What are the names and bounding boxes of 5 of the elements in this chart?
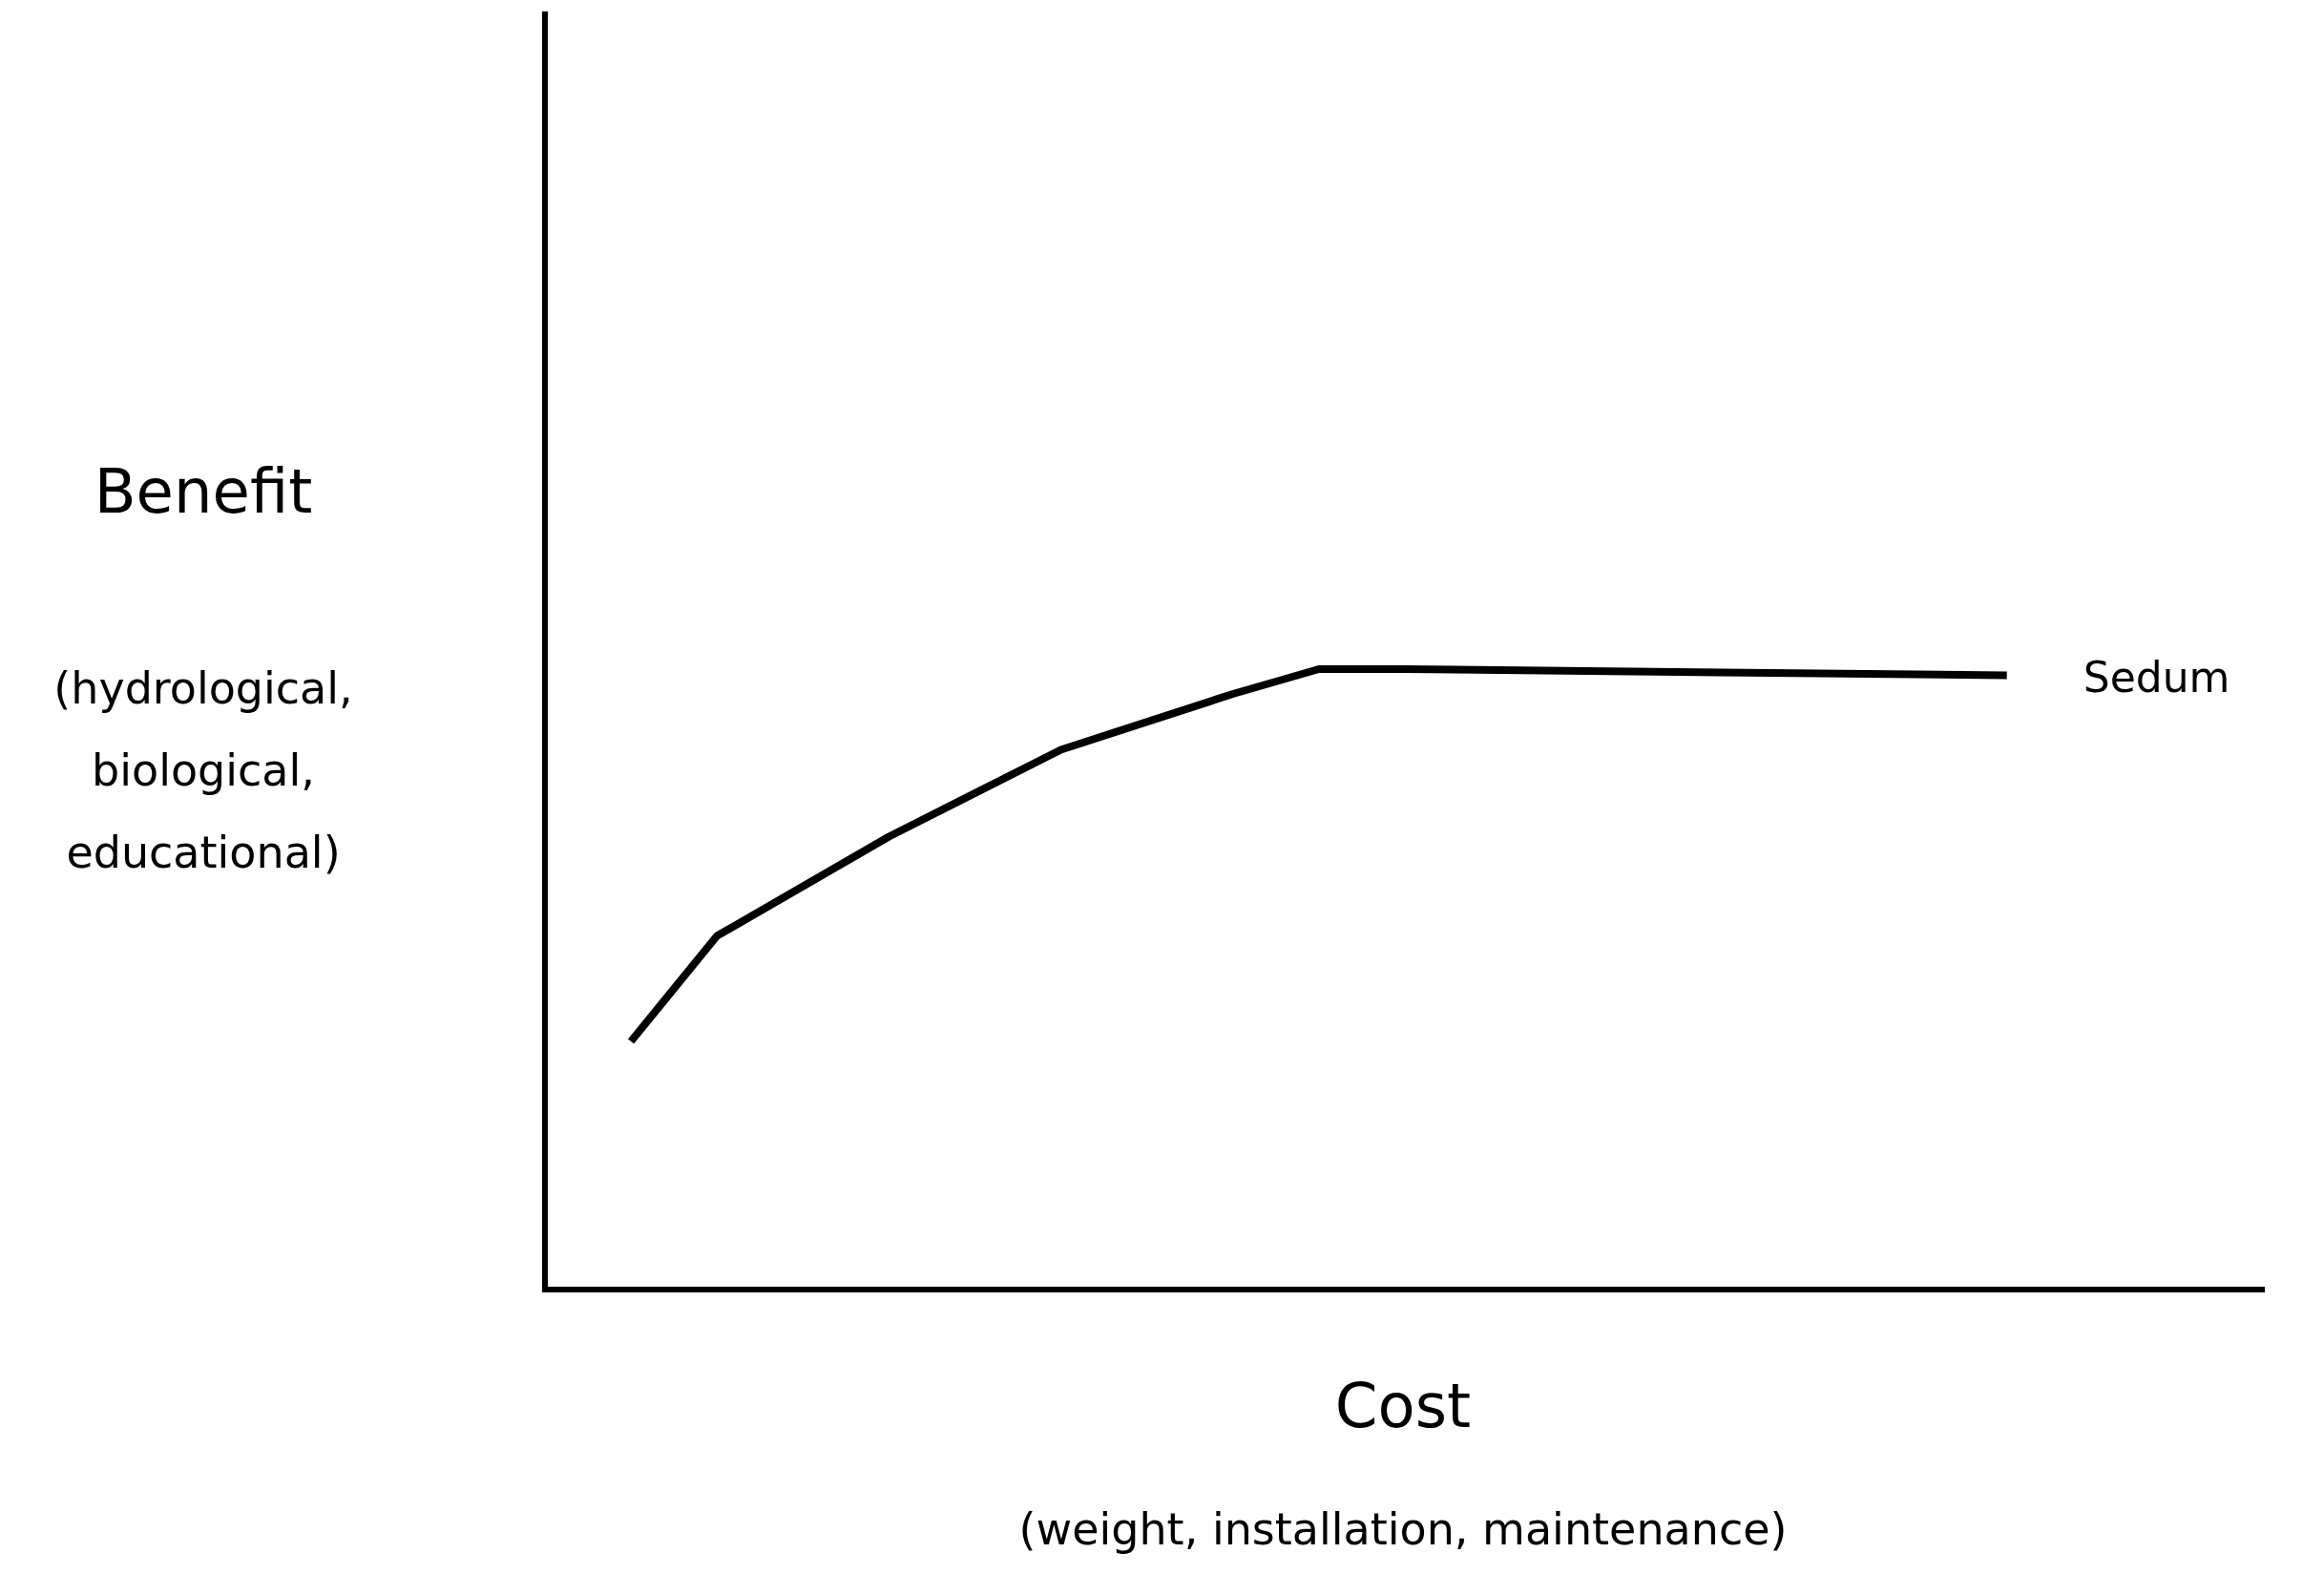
text: (hydrological, biological, educational)	[53, 661, 353, 878]
series-label: Sedum	[2083, 652, 2230, 702]
text: (weight, installation, maintenance)	[1018, 1502, 1788, 1555]
y-axis-title: Benefit	[94, 455, 313, 527]
x-axis-title: Cost	[1334, 1370, 1472, 1441]
